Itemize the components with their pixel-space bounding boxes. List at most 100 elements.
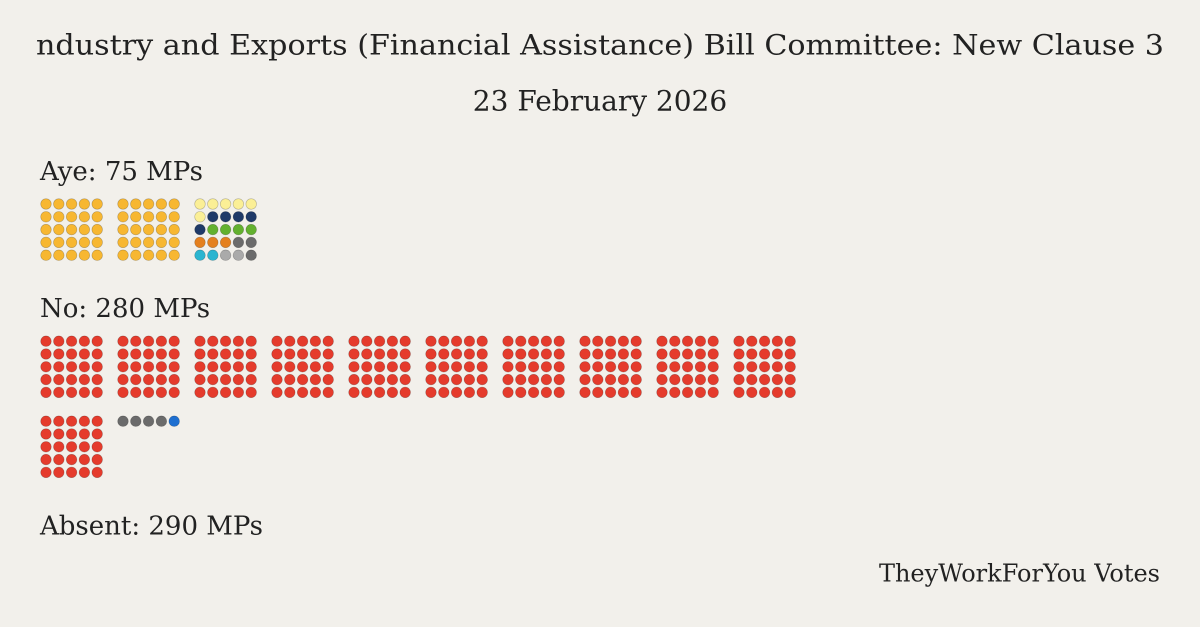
mp-dot	[361, 348, 373, 360]
mp-dot	[220, 224, 232, 236]
mp-dot	[117, 386, 129, 399]
mp-dot	[386, 361, 399, 373]
mp-dot	[451, 374, 463, 386]
mp-dot	[53, 466, 65, 479]
mp-dot	[527, 335, 540, 347]
mp-dot	[53, 415, 65, 427]
mp-dot	[53, 249, 65, 261]
mp-dot	[784, 386, 796, 399]
mp-dot	[53, 386, 65, 399]
mp-dot	[309, 386, 322, 399]
mp-dot	[669, 348, 681, 360]
mp-dot	[143, 224, 155, 236]
mp-dot	[540, 361, 553, 373]
mp-dot	[40, 374, 52, 386]
mp-dot	[78, 249, 90, 261]
mp-dot	[527, 374, 540, 386]
mp-dot	[245, 374, 257, 386]
mp-dot	[463, 335, 476, 347]
mp-dot	[451, 348, 463, 360]
mp-dot	[91, 466, 103, 479]
mp-dot	[220, 211, 232, 223]
mp-dot	[65, 348, 78, 360]
mp-dot	[438, 335, 450, 347]
mp-dot	[348, 361, 360, 373]
mp-dot	[117, 415, 129, 427]
mp-dot	[232, 361, 244, 373]
mp-dot	[207, 211, 219, 223]
mp-dot	[271, 374, 283, 386]
mp-dot	[78, 386, 90, 399]
mp-dot	[40, 236, 52, 248]
mp-dot	[117, 348, 129, 360]
mp-dot	[65, 211, 78, 223]
mp-dot	[694, 386, 707, 399]
mp-dot	[78, 428, 90, 440]
mp-dot	[374, 335, 386, 347]
mp-dot	[630, 335, 642, 347]
mp-dot	[207, 224, 219, 236]
mp-dot	[399, 374, 411, 386]
mp-dot	[361, 374, 373, 386]
mp-dot	[168, 361, 180, 373]
mp-dot	[656, 386, 668, 399]
mp-dot	[117, 224, 129, 236]
mp-dot	[220, 348, 232, 360]
mp-dot	[40, 441, 52, 453]
mp-dot	[284, 386, 296, 399]
mp-dot	[758, 374, 771, 386]
mp-dot	[386, 374, 399, 386]
mp-dot	[91, 198, 103, 210]
mp-dot	[425, 374, 437, 386]
mp-dot	[78, 441, 90, 453]
mp-dot	[733, 348, 745, 360]
mp-dot	[194, 211, 206, 223]
mp-dot	[40, 454, 52, 466]
mp-dot	[220, 198, 232, 210]
mp-dot	[40, 348, 52, 360]
mp-dot	[155, 415, 167, 427]
mp-dot	[91, 428, 103, 440]
mp-dot	[53, 348, 65, 360]
mp-dot	[143, 415, 155, 427]
mp-dot	[245, 198, 257, 210]
mp-dot	[65, 198, 78, 210]
mp-dot	[476, 374, 488, 386]
mp-dot	[245, 211, 257, 223]
mp-dot	[207, 249, 219, 261]
mp-dot	[784, 361, 796, 373]
mp-dot	[374, 386, 386, 399]
mp-dot	[604, 386, 617, 399]
mp-dot	[284, 348, 296, 360]
mp-dot	[604, 348, 617, 360]
mp-dot	[784, 374, 796, 386]
mp-dot	[694, 374, 707, 386]
mp-dot	[40, 198, 52, 210]
mp-dot	[502, 335, 514, 347]
mp-dot	[40, 386, 52, 399]
mp-dot	[155, 335, 167, 347]
mp-dot	[502, 386, 514, 399]
mp-dot	[143, 198, 155, 210]
mp-dot	[40, 428, 52, 440]
mp-dot	[322, 348, 334, 360]
mp-dot	[245, 386, 257, 399]
mp-dot	[527, 386, 540, 399]
mp-dot	[527, 348, 540, 360]
mp-dot	[232, 386, 244, 399]
mp-dot	[232, 211, 244, 223]
mp-dot	[322, 361, 334, 373]
mp-dot	[91, 236, 103, 248]
mp-dot	[463, 348, 476, 360]
mp-dot	[656, 348, 668, 360]
mp-dot	[502, 374, 514, 386]
mp-dot	[592, 335, 604, 347]
mp-dot	[515, 386, 527, 399]
mp-dot	[451, 335, 463, 347]
mp-dot	[143, 249, 155, 261]
mp-dot	[40, 361, 52, 373]
mp-dot	[117, 198, 129, 210]
mp-dot	[78, 361, 90, 373]
mp-dot	[91, 211, 103, 223]
mp-dot	[271, 386, 283, 399]
